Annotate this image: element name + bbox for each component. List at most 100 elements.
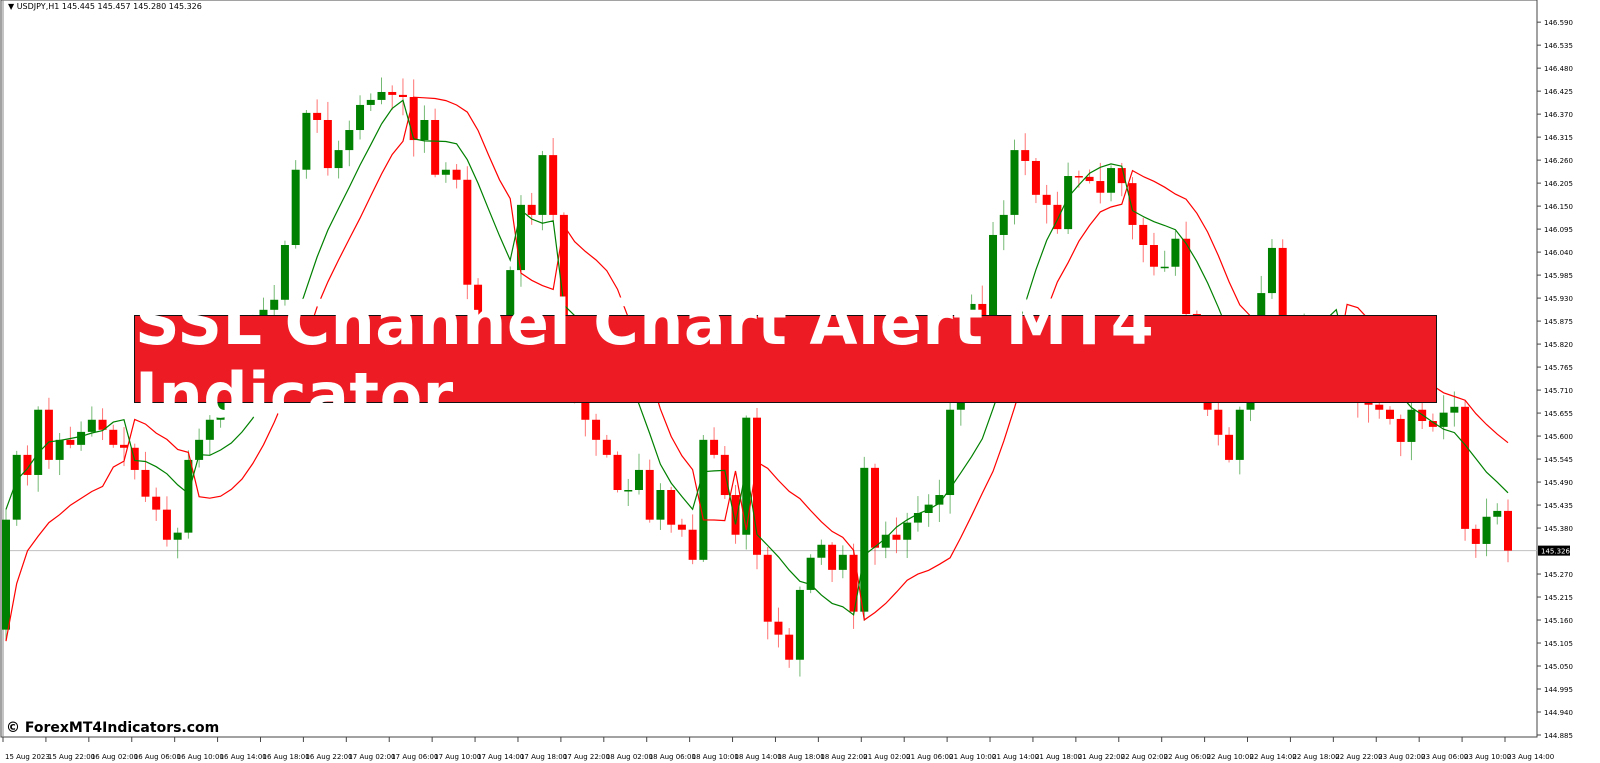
x-tick-label: 22 Aug 10:00 xyxy=(1207,753,1254,761)
candle-bear xyxy=(120,444,129,448)
x-tick-label: 23 Aug 06:00 xyxy=(1421,753,1468,761)
candle-bull xyxy=(999,214,1008,235)
candle-bull xyxy=(903,522,912,540)
x-tick-label: 22 Aug 06:00 xyxy=(1164,753,1211,761)
y-tick-label: 145.160 xyxy=(1544,617,1573,625)
candle-bear xyxy=(710,439,719,455)
y-tick-label: 145.875 xyxy=(1544,318,1573,326)
x-tick-label: 16 Aug 18:00 xyxy=(262,753,309,761)
candle-bear xyxy=(763,554,772,622)
x-tick-label: 18 Aug 10:00 xyxy=(692,753,739,761)
candle-bear xyxy=(452,169,461,180)
candle-bear xyxy=(1031,160,1040,195)
y-tick-label: 146.095 xyxy=(1544,226,1573,234)
candle-bear xyxy=(1385,409,1394,419)
y-tick-label: 144.995 xyxy=(1544,686,1573,694)
y-tick-label: 144.940 xyxy=(1544,709,1573,717)
x-tick-label: 15 Aug 2023 xyxy=(5,753,50,761)
banner-title: SSL Channel Chart Alert MT4 Indicator xyxy=(135,286,1155,432)
candle-bull xyxy=(1160,266,1169,269)
x-tick-label: 17 Aug 02:00 xyxy=(348,753,395,761)
x-tick-label: 21 Aug 06:00 xyxy=(906,753,953,761)
x-tick-label: 17 Aug 06:00 xyxy=(391,753,438,761)
candle-bull xyxy=(2,519,10,630)
candle-bull xyxy=(1493,510,1502,517)
candle-bear xyxy=(1375,404,1384,410)
candle-bull xyxy=(1450,406,1459,413)
y-tick-label: 146.590 xyxy=(1544,19,1573,27)
candle-bear xyxy=(753,417,761,555)
current-price-label: 145.326 xyxy=(1541,548,1570,556)
candle-bear xyxy=(549,155,558,215)
x-tick-label: 16 Aug 22:00 xyxy=(305,753,352,761)
candle-bear xyxy=(98,419,107,430)
candle-bear xyxy=(463,179,472,285)
y-tick-label: 145.270 xyxy=(1544,571,1573,579)
candle-bear xyxy=(323,119,332,169)
y-tick-label: 146.535 xyxy=(1544,42,1573,50)
candle-bull xyxy=(1267,247,1276,294)
candle-bull xyxy=(1064,176,1073,230)
y-tick-label: 145.820 xyxy=(1544,341,1573,349)
x-tick-label: 16 Aug 10:00 xyxy=(177,753,224,761)
candle-bull xyxy=(806,557,815,590)
candle-bear xyxy=(1504,510,1512,551)
y-tick-label: 146.480 xyxy=(1544,65,1573,73)
candle-bear xyxy=(1278,247,1287,320)
x-tick-label: 18 Aug 14:00 xyxy=(735,753,782,761)
x-tick-label: 22 Aug 14:00 xyxy=(1250,753,1297,761)
candle-bull xyxy=(441,169,450,175)
candle-bull xyxy=(1407,409,1416,442)
candle-bear xyxy=(1471,528,1480,544)
dropdown-triangle-icon[interactable]: ▼ xyxy=(8,2,17,11)
candle-bull xyxy=(656,490,665,520)
candle-bear xyxy=(677,524,686,530)
candle-bear xyxy=(66,439,75,445)
candle-bear xyxy=(398,94,407,97)
y-tick-label: 145.600 xyxy=(1544,433,1573,441)
candle-bear xyxy=(1428,421,1437,427)
x-tick-label: 16 Aug 02:00 xyxy=(91,753,138,761)
candle-bull xyxy=(838,554,847,570)
x-tick-label: 16 Aug 06:00 xyxy=(134,753,181,761)
candle-bear xyxy=(1117,168,1126,184)
candle-bear xyxy=(109,429,118,445)
watermark: © ForexMT4Indicators.com xyxy=(6,720,220,736)
candle-bull xyxy=(817,544,826,558)
y-tick-label: 145.930 xyxy=(1544,295,1573,303)
candle-bear xyxy=(388,91,397,95)
x-tick-label: 15 Aug 22:00 xyxy=(48,753,95,761)
candle-bull xyxy=(742,417,751,535)
x-tick-label: 21 Aug 22:00 xyxy=(1078,753,1125,761)
candle-bull xyxy=(624,490,633,492)
candle-bull xyxy=(913,512,922,523)
x-tick-label: 23 Aug 02:00 xyxy=(1378,753,1425,761)
candle-bull xyxy=(634,469,643,490)
candle-bull xyxy=(860,467,869,612)
y-tick-label: 145.050 xyxy=(1544,663,1573,671)
candle-bear xyxy=(731,495,740,535)
x-tick-label: 17 Aug 18:00 xyxy=(520,753,567,761)
candle-bear xyxy=(1149,245,1158,267)
x-tick-label: 17 Aug 14:00 xyxy=(477,753,524,761)
candle-bear xyxy=(581,389,590,420)
candle-bull xyxy=(77,431,86,445)
candle-bear xyxy=(162,509,171,540)
candle-bear xyxy=(613,454,622,490)
x-tick-label: 21 Aug 14:00 xyxy=(992,753,1039,761)
x-tick-label: 18 Aug 02:00 xyxy=(606,753,653,761)
y-tick-label: 145.380 xyxy=(1544,525,1573,533)
x-tick-label: 22 Aug 02:00 xyxy=(1121,753,1168,761)
candle-bull xyxy=(420,119,429,141)
candle-bull xyxy=(366,99,375,105)
y-tick-label: 145.215 xyxy=(1544,594,1573,602)
candle-bull xyxy=(506,270,515,340)
candle-bear xyxy=(1128,183,1137,225)
y-tick-label: 145.985 xyxy=(1544,272,1573,280)
y-tick-label: 146.040 xyxy=(1544,249,1573,257)
candle-bear xyxy=(152,496,161,510)
candle-bull xyxy=(795,589,804,660)
candle-bear xyxy=(559,214,568,340)
x-tick-label: 18 Aug 06:00 xyxy=(649,753,696,761)
x-tick-label: 22 Aug 22:00 xyxy=(1335,753,1382,761)
